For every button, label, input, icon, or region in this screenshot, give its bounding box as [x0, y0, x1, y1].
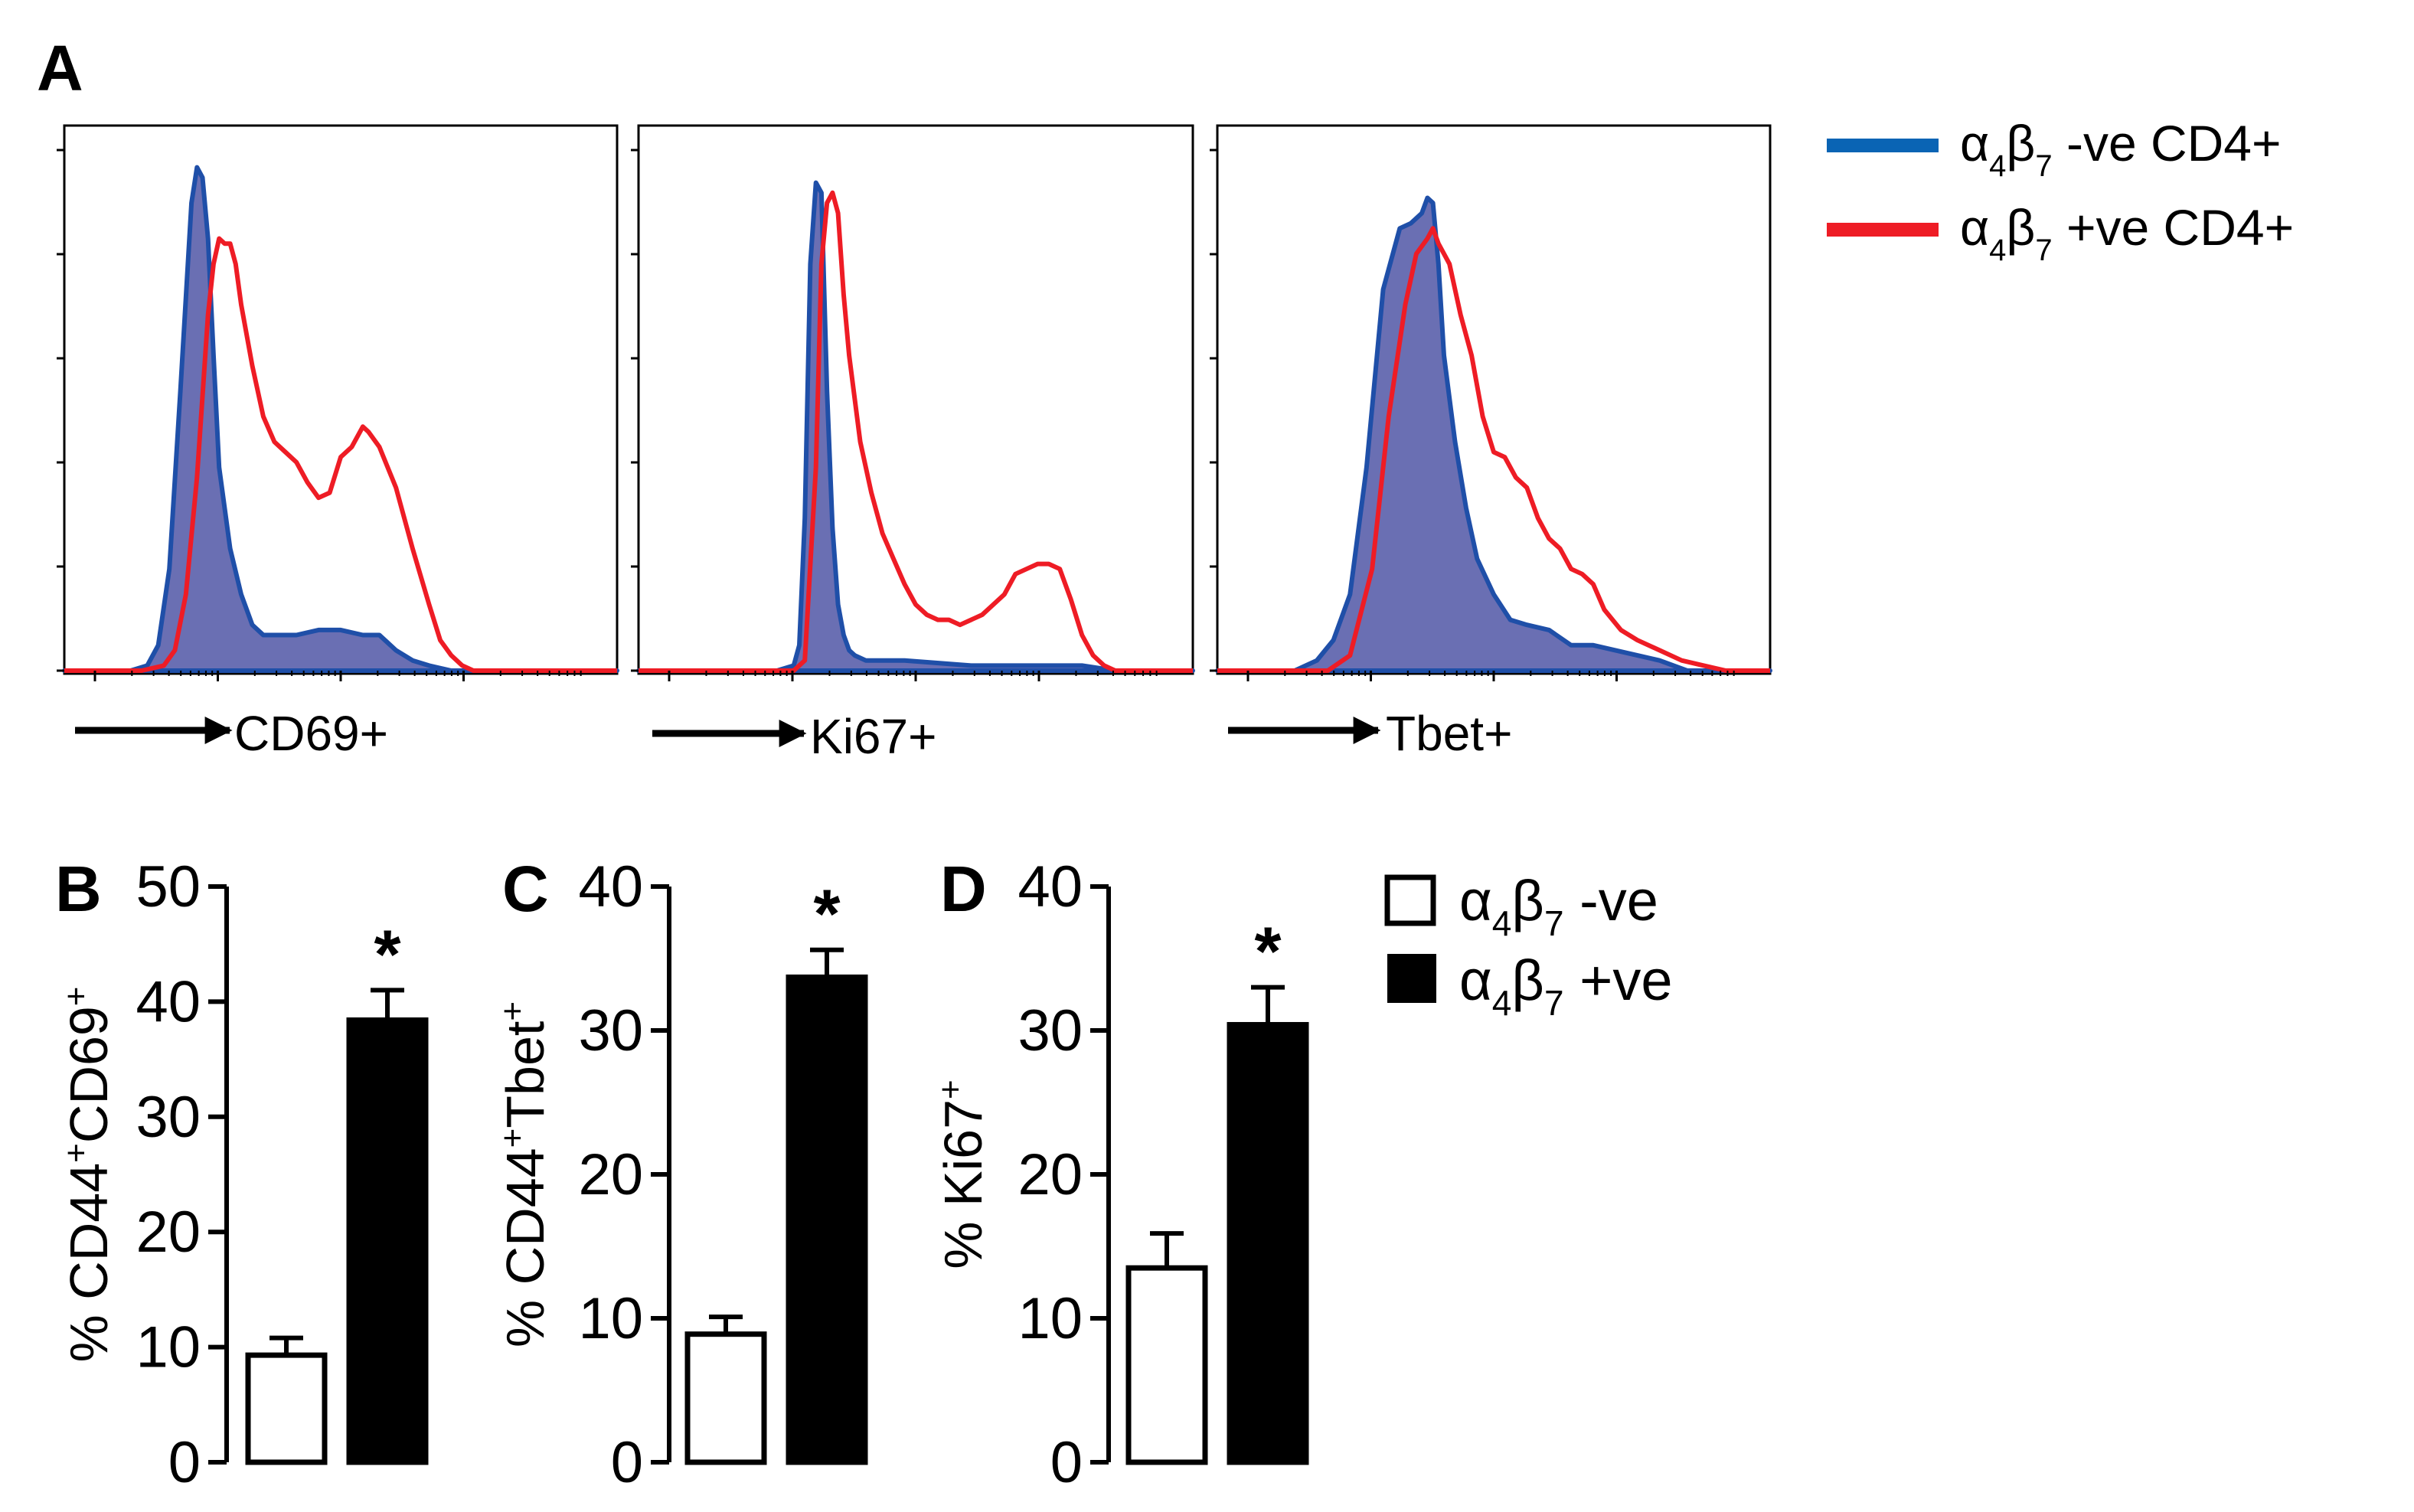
y-tick-label: 20	[578, 1142, 643, 1207]
y-tick-label: 10	[136, 1315, 201, 1380]
histogram-legend: α4β7 -ve CD4+ α4β7 +ve CD4+	[1827, 115, 2294, 267]
y-tick-label: 40	[1018, 854, 1083, 919]
bar-pos	[346, 1017, 429, 1465]
bar-pos	[786, 974, 868, 1465]
panel-label-b: B	[55, 853, 102, 925]
series-pos-line	[64, 236, 617, 673]
legend-swatch-neg-bar	[1384, 874, 1436, 926]
bar-neg	[245, 1352, 328, 1465]
histogram-tbet: Tbet+	[1210, 124, 1772, 761]
significance-marker: *	[374, 916, 400, 993]
series-pos-line	[639, 190, 1193, 673]
bar-neg	[684, 1331, 767, 1465]
series-neg-area	[62, 165, 619, 673]
legend-label-pos-bar: α4β7 +ve	[1459, 949, 1672, 1023]
significance-marker: *	[813, 877, 840, 953]
y-axis-label: % CD44+Tbet+	[494, 1001, 555, 1347]
y-tick-label: 40	[578, 854, 643, 919]
y-tick-label: 40	[136, 969, 201, 1034]
bar-pos	[1227, 1021, 1309, 1465]
y-axis-label: % CD44+CD69+	[57, 986, 119, 1362]
histogram-cd69: CD69+	[57, 124, 619, 761]
y-tick-label: 20	[136, 1200, 201, 1265]
bar-neg	[1125, 1265, 1208, 1465]
panel-label-d: D	[940, 853, 987, 925]
y-tick-label: 50	[136, 854, 201, 919]
legend-label-neg: α4β7 -ve CD4+	[1960, 115, 2282, 183]
y-tick-label: 0	[611, 1430, 643, 1495]
series-neg-area	[636, 180, 1195, 673]
y-tick-label: 10	[578, 1286, 643, 1351]
y-tick-label: 30	[578, 998, 643, 1063]
y-tick-label: 20	[1018, 1142, 1083, 1207]
bar-legend: α4β7 -ve α4β7 +ve	[1384, 869, 1672, 1023]
x-axis-label: Tbet+	[1386, 706, 1512, 761]
legend-swatch-pos-bar	[1387, 954, 1436, 1003]
y-tick-label: 30	[1018, 998, 1083, 1063]
y-tick-label: 0	[1050, 1430, 1083, 1495]
y-tick-label: 10	[1018, 1286, 1083, 1351]
x-axis-label: Ki67+	[810, 709, 936, 764]
panel-label-a: A	[37, 32, 83, 104]
legend-label-pos: α4β7 +ve CD4+	[1960, 199, 2294, 267]
y-tick-label: 30	[136, 1085, 201, 1150]
bar-chart-ki67: 0 10 20 30 40 % Ki67+ *	[932, 854, 1309, 1495]
bar-chart-cd69: 0 10 20 30 40 50 % CD44+CD69+ *	[57, 854, 429, 1495]
y-tick-label: 0	[168, 1430, 201, 1495]
legend-label-neg-bar: α4β7 -ve	[1459, 869, 1658, 943]
hist-frame	[63, 124, 619, 675]
histogram-ki67: Ki67+	[631, 124, 1195, 764]
hist-frame	[637, 124, 1194, 675]
series-pos-line	[1217, 226, 1770, 673]
bar-chart-tbet: 0 10 20 30 40 % CD44+Tbet+ *	[494, 854, 868, 1495]
panel-label-c: C	[502, 853, 549, 925]
series-neg-area	[1215, 195, 1772, 673]
significance-marker: *	[1254, 914, 1281, 991]
y-axis-label: % Ki67+	[932, 1079, 993, 1269]
x-axis-label: CD69+	[234, 706, 388, 761]
